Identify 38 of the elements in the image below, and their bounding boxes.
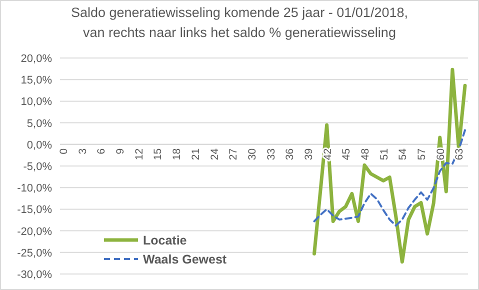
x-tick-label: 45 [340, 148, 353, 160]
line-series [312, 68, 467, 264]
x-tick-label: 36 [284, 148, 296, 160]
y-tick-label: -5,0% [23, 161, 52, 173]
y-tick-label: -30,0% [17, 269, 52, 281]
x-tick-label: 9 [114, 148, 127, 154]
x-tick-label: 12 [133, 148, 146, 160]
x-tick-label: 30 [246, 148, 258, 160]
y-tick-label: 5,0% [26, 118, 52, 130]
chart-title: Saldo generatiewisseling komende 25 jaar - 01/01/2018, van rechts naar links het saldo % generatiewisseling [71, 5, 408, 40]
x-tick-label: 3 [76, 148, 89, 154]
y-tick-label: 0,0% [26, 139, 52, 152]
x-tick-label: 33 [265, 148, 278, 160]
x-tick-label: 18 [171, 148, 184, 160]
x-tick-label: 0 [58, 148, 70, 154]
y-tick-label: -15,0% [17, 204, 52, 216]
y-tick-label: -10,0% [17, 182, 52, 195]
y-tick-label: -20,0% [17, 226, 52, 238]
legend-label: Waals Gewest [143, 252, 228, 266]
x-tick-label: 48 [360, 148, 372, 160]
y-tick-label: 15,0% [20, 74, 52, 87]
x-tick-label: 24 [208, 148, 221, 160]
x-tick-label: 42 [322, 148, 334, 160]
x-tick-label: 39 [302, 148, 315, 160]
x-tick-label: 60 [434, 148, 447, 160]
line-series [313, 129, 466, 227]
x-tick-label: 63 [454, 148, 466, 160]
x-tick-label: 57 [416, 148, 428, 160]
x-tick-label: 15 [152, 148, 164, 160]
x-tick-label: 54 [397, 148, 410, 160]
x-tick-label: 27 [228, 148, 240, 160]
x-tick-label: 51 [378, 148, 390, 160]
x-tick-label: 6 [96, 148, 108, 154]
x-tick-label: 21 [190, 148, 202, 160]
y-tick-label: -25,0% [17, 247, 52, 260]
legend-label: Locatie [143, 234, 187, 248]
y-tick-label: 20,0% [20, 53, 52, 65]
y-tick-label: 10,0% [20, 96, 52, 108]
